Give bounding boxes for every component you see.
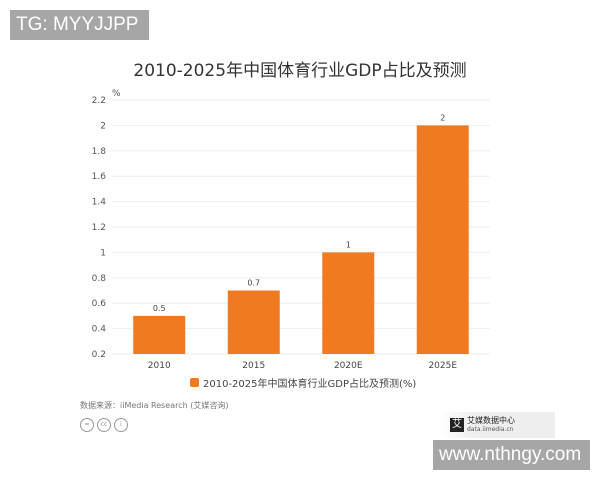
- y-tick-label: 2.2: [92, 96, 106, 106]
- data-source: 数据来源：iiMedia Research (艾媒咨询): [80, 401, 229, 410]
- y-tick-label: 0.8: [92, 274, 107, 284]
- y-tick-label: 0.6: [92, 299, 107, 309]
- chart-title: 2010-2025年中国体育行业GDP占比及预测: [133, 61, 467, 81]
- bar: [416, 125, 469, 355]
- bar: [322, 252, 375, 354]
- watermark-top: TG: MYYJJPP: [10, 10, 149, 40]
- y-tick-label: 1.4: [92, 198, 107, 208]
- nd-icon: =: [80, 418, 94, 432]
- legend-label: 2010-2025年中国体育行业GDP占比及预测(%): [203, 379, 417, 390]
- logo-name: 艾媒数据中心: [467, 416, 515, 425]
- x-tick-label: 2015: [242, 361, 265, 371]
- y-axis-unit: %: [112, 89, 121, 99]
- data-label: 0.5: [153, 304, 166, 313]
- y-tick-label: 0.4: [92, 325, 107, 335]
- y-tick-label: 1.8: [92, 147, 107, 157]
- x-tick-label: 2025E: [428, 361, 457, 371]
- cc-icon: cc: [97, 418, 111, 432]
- data-label: 0.7: [247, 279, 260, 288]
- license-icons: = cc i: [80, 418, 128, 432]
- x-tick-label: 2010: [148, 361, 171, 371]
- legend: 2010-2025年中国体育行业GDP占比及预测(%): [190, 375, 416, 390]
- y-tick-label: 1.2: [92, 223, 106, 233]
- bar: [227, 290, 280, 354]
- y-tick-label: 1.6: [92, 172, 107, 182]
- y-tick-label: 1: [100, 248, 106, 258]
- logo-mark: 艾: [450, 418, 464, 432]
- by-icon: i: [114, 418, 128, 432]
- data-label: 1: [346, 240, 351, 249]
- iimedia-logo: 艾 艾媒数据中心 data.iimedia.cn: [440, 412, 555, 438]
- y-tick-label: 0.2: [92, 350, 106, 360]
- data-label: 2: [440, 113, 445, 122]
- legend-swatch: [190, 378, 199, 387]
- y-tick-label: 2: [100, 121, 106, 131]
- logo-url: data.iimedia.cn: [467, 426, 514, 433]
- bar: [133, 315, 186, 354]
- x-tick-label: 2020E: [334, 361, 363, 371]
- watermark-bottom: www.nthngy.com: [433, 440, 590, 470]
